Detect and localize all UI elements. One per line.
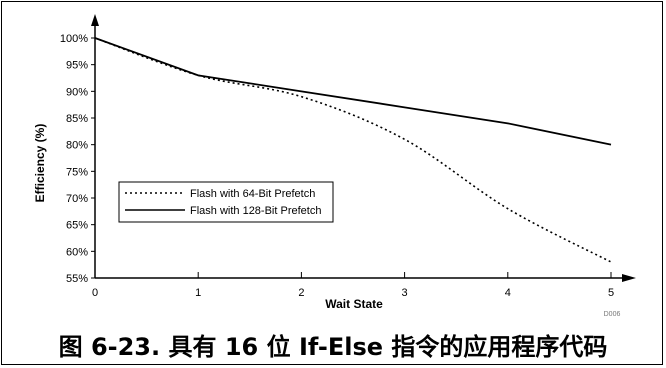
x-tick-label: 4	[505, 287, 511, 299]
y-axis-arrow	[91, 14, 99, 26]
y-tick-label: 75%	[66, 166, 88, 178]
y-tick-label: 85%	[66, 113, 88, 125]
y-tick-label: 95%	[66, 60, 88, 72]
series-line-128bit	[94, 37, 612, 146]
x-tick-label: 2	[298, 287, 304, 299]
legend-box	[118, 181, 334, 223]
legend-label-128bit: Flash with 128-Bit Prefetch	[190, 205, 321, 217]
x-tick-label: 5	[608, 287, 614, 299]
y-tick-label: 70%	[66, 193, 88, 205]
x-axis-title: Wait State	[325, 297, 383, 311]
figure-code: D006	[604, 311, 621, 318]
x-axis-arrow	[622, 274, 636, 282]
chart-legend: Flash with 64-Bit Prefetch Flash with 12…	[118, 181, 334, 223]
x-tick-label: 0	[92, 287, 98, 299]
legend-label-64bit: Flash with 64-Bit Prefetch	[190, 188, 315, 200]
y-tick-label: 60%	[66, 246, 88, 258]
x-tick-label: 1	[195, 287, 201, 299]
chart-axes	[91, 14, 636, 282]
y-axis-title: Efficiency (%)	[33, 124, 47, 203]
y-tick-label: 100%	[60, 33, 88, 45]
y-tick-label: 80%	[66, 140, 88, 152]
x-tick-label: 3	[402, 287, 408, 299]
efficiency-chart: 55% 60% 65% 70% 75% 80% 85% 90% 95% 100% 0 1 2 3 4 5 F…	[33, 14, 636, 318]
y-axis-ticks: 55% 60% 65% 70% 75% 80% 85% 90% 95% 100%	[60, 33, 95, 285]
y-tick-label: 55%	[66, 273, 88, 285]
series-line-64bit	[94, 37, 612, 263]
series-lines	[94, 37, 612, 263]
y-tick-label: 90%	[66, 86, 88, 98]
x-axis-ticks: 0 1 2 3 4 5	[92, 272, 614, 299]
y-tick-label: 65%	[66, 220, 88, 232]
figure-caption: 图 6-23. 具有 16 位 If-Else 指令的应用程序代码	[58, 333, 608, 361]
